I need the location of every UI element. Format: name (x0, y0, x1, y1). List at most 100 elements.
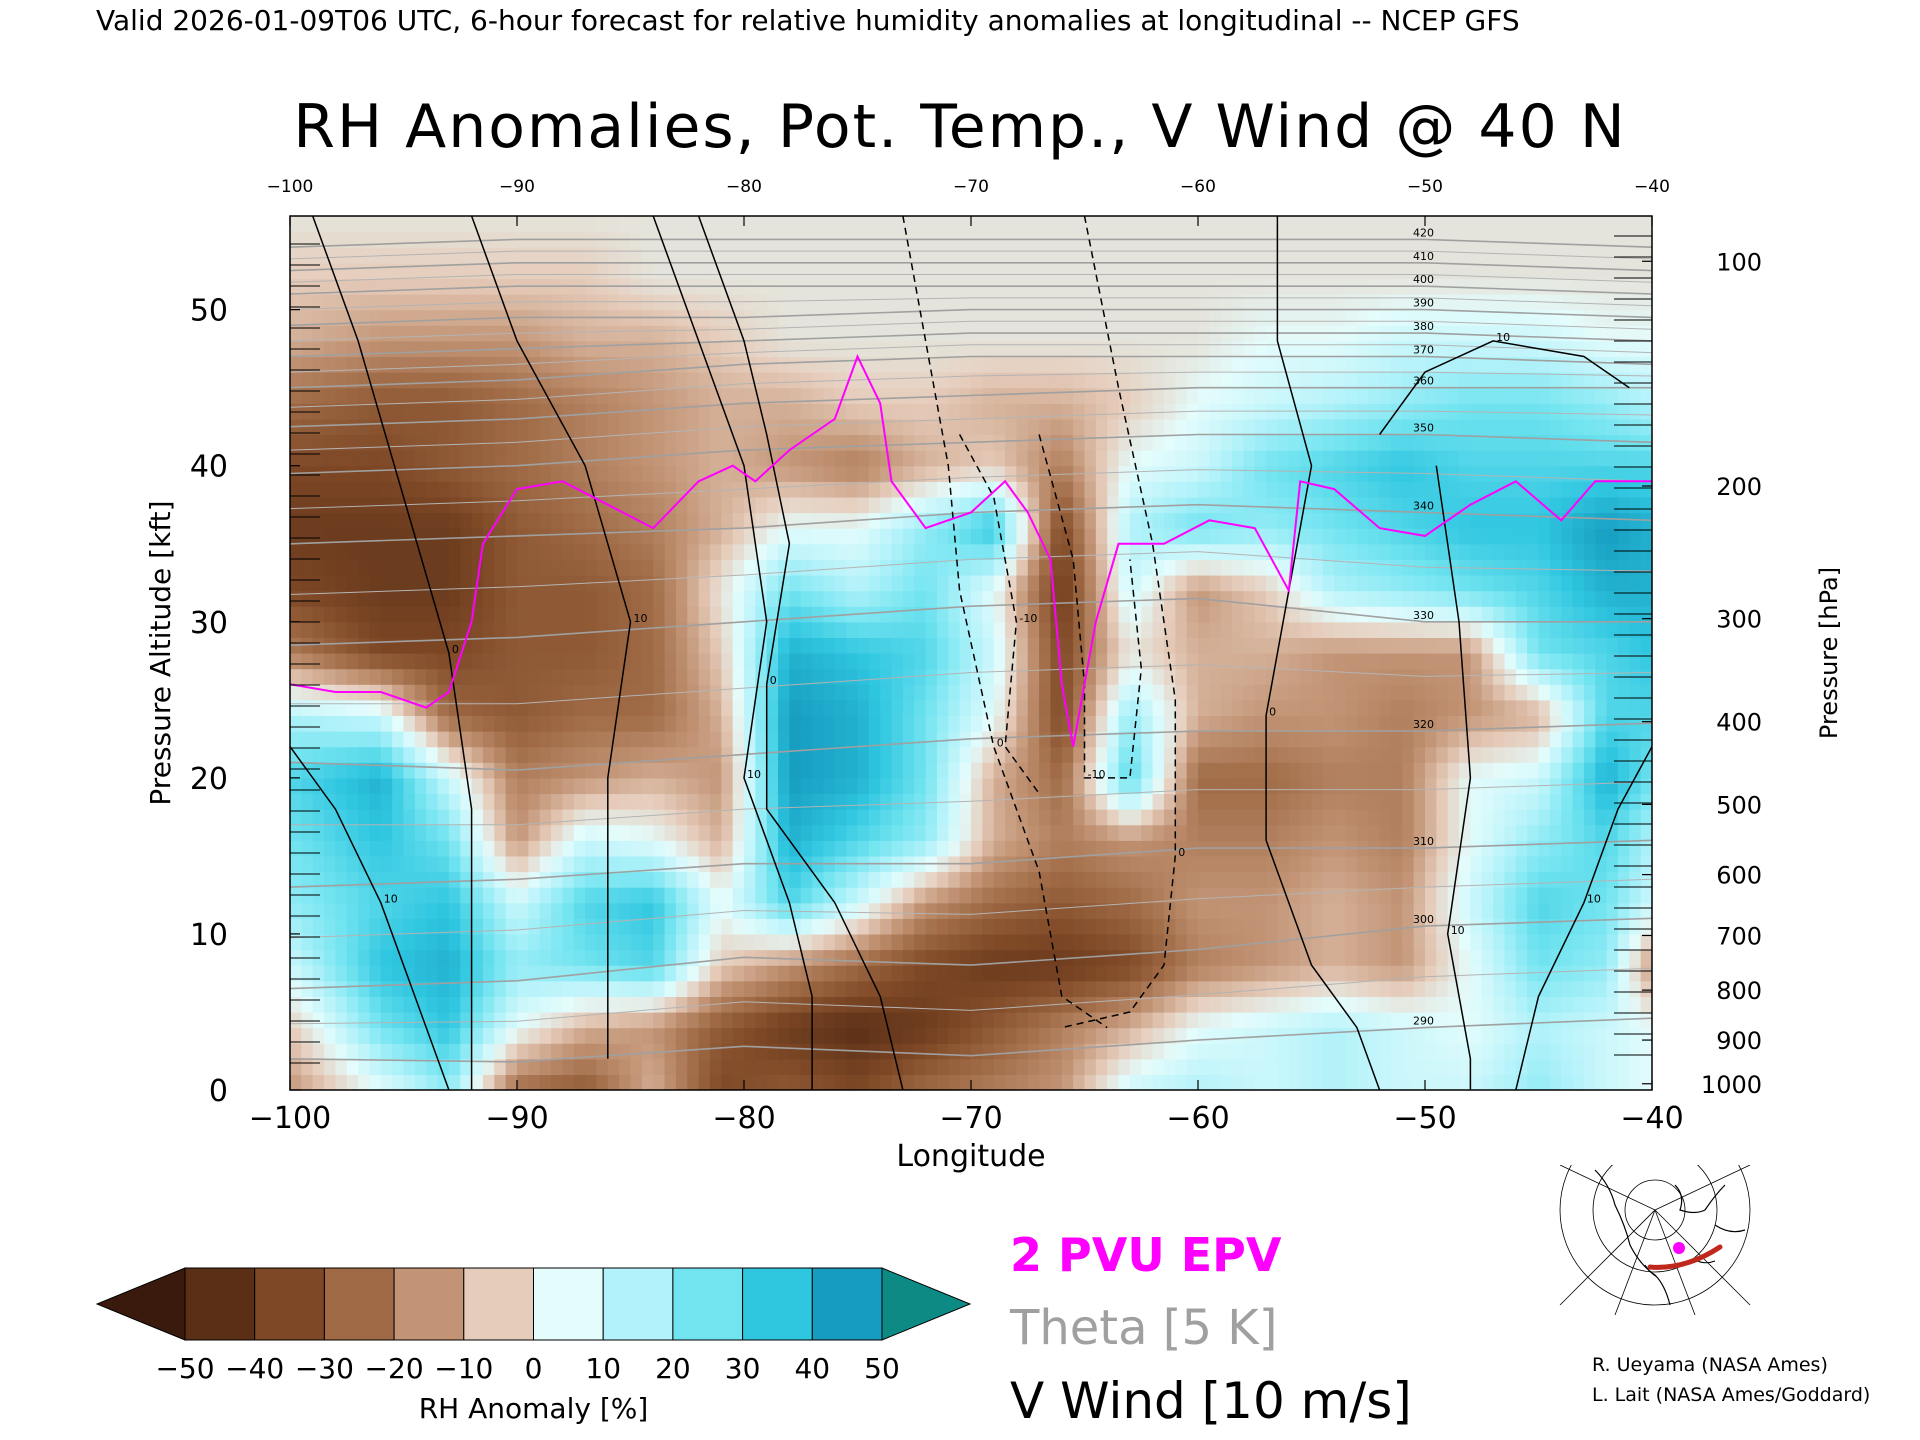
rh-cell (1061, 606, 1074, 623)
rh-cell (1129, 496, 1142, 514)
rh-cell (1288, 512, 1301, 529)
rh-cell (471, 715, 484, 732)
rh-cell (1141, 1058, 1154, 1075)
rh-cell (380, 793, 393, 810)
rh-cell (732, 793, 745, 810)
rh-cell (1561, 996, 1574, 1013)
rh-cell (301, 1011, 314, 1029)
rh-cell (948, 965, 961, 982)
rh-cell (1470, 824, 1483, 841)
rh-cell (834, 574, 847, 592)
rh-cell (868, 809, 881, 826)
rh-cell (823, 512, 836, 529)
rh-cell (1549, 965, 1562, 982)
rh-cell (505, 933, 518, 951)
rh-cell (1345, 715, 1358, 732)
rh-cell (721, 965, 734, 982)
rh-cell (1538, 793, 1551, 810)
rh-cell (1379, 902, 1392, 919)
rh-cell (1379, 715, 1392, 732)
rh-cell (1277, 793, 1290, 810)
rh-cell (1583, 1058, 1596, 1075)
rh-cell (437, 715, 450, 732)
rh-cell (641, 559, 654, 576)
rh-cell (1493, 1074, 1506, 1090)
rh-cell (1118, 653, 1131, 670)
rh-cell (1481, 1011, 1494, 1029)
rh-cell (1504, 949, 1517, 966)
rh-cell (1583, 637, 1596, 654)
rh-cell (641, 543, 654, 560)
rh-cell (1084, 887, 1097, 904)
rh-cell (369, 840, 382, 857)
rh-cell (403, 528, 416, 545)
rh-cell (766, 1027, 779, 1044)
rh-cell (596, 450, 609, 467)
rh-cell (709, 855, 722, 873)
rh-cell (1266, 746, 1279, 763)
rh-cell (789, 590, 802, 607)
rh-cell (857, 715, 870, 732)
rh-cell (619, 606, 632, 623)
rh-cell (675, 965, 688, 982)
rh-cell (1198, 949, 1210, 966)
rh-cell (517, 496, 529, 514)
rh-cell (1061, 434, 1074, 451)
rh-cell (1277, 528, 1290, 545)
rh-cell (1470, 496, 1483, 514)
rh-cell (312, 559, 325, 576)
rh-cell (823, 481, 836, 498)
rh-cell (426, 746, 439, 763)
rh-cell (414, 933, 427, 951)
rh-cell (573, 980, 586, 997)
rh-cell (846, 434, 859, 451)
rh-cell (1379, 965, 1392, 982)
rh-cell (1232, 481, 1244, 498)
rh-cell (1515, 1011, 1528, 1029)
rh-cell (1175, 481, 1188, 498)
rh-cell (448, 512, 461, 529)
rh-cell (1390, 980, 1403, 997)
rh-cell (868, 496, 881, 514)
rh-cell (1538, 684, 1551, 701)
rh-cell (426, 887, 439, 904)
rh-cell (1220, 528, 1233, 545)
rh-cell (1425, 933, 1437, 951)
rh-cell (1288, 637, 1301, 654)
rh-cell (709, 559, 722, 576)
rh-cell (1186, 1058, 1199, 1075)
rh-cell (982, 855, 995, 873)
rh-cell (471, 902, 484, 919)
rh-cell (925, 715, 938, 732)
rh-cell (834, 684, 847, 701)
rh-cell (902, 574, 915, 592)
rh-cell (1311, 637, 1324, 654)
rh-cell (1617, 559, 1630, 576)
rh-cell (1515, 1043, 1528, 1060)
rh-cell (1118, 1043, 1131, 1060)
rh-cell (1039, 1074, 1052, 1090)
rh-cell (1243, 1058, 1256, 1075)
rh-cell (1016, 543, 1029, 560)
rh-cell (630, 574, 643, 592)
rh-cell (698, 855, 711, 873)
rh-cell (290, 871, 302, 888)
rh-cell (1640, 793, 1652, 810)
rh-cell (1300, 887, 1313, 904)
rh-cell (1345, 902, 1358, 919)
rh-cell (471, 1074, 484, 1090)
rh-cell (324, 559, 336, 576)
rh-cell (1629, 1027, 1642, 1044)
rh-cell (1084, 1043, 1097, 1060)
rh-cell (982, 731, 995, 748)
rh-cell (551, 450, 563, 467)
rh-cell (1209, 528, 1222, 545)
rh-cell (528, 855, 541, 873)
rh-cell (1595, 465, 1608, 482)
rh-cell (846, 965, 859, 982)
rh-cell (971, 590, 983, 607)
rh-cell (936, 450, 949, 467)
rh-cell (1470, 746, 1483, 763)
rh-cell (312, 809, 325, 826)
rh-cell (505, 1011, 518, 1029)
